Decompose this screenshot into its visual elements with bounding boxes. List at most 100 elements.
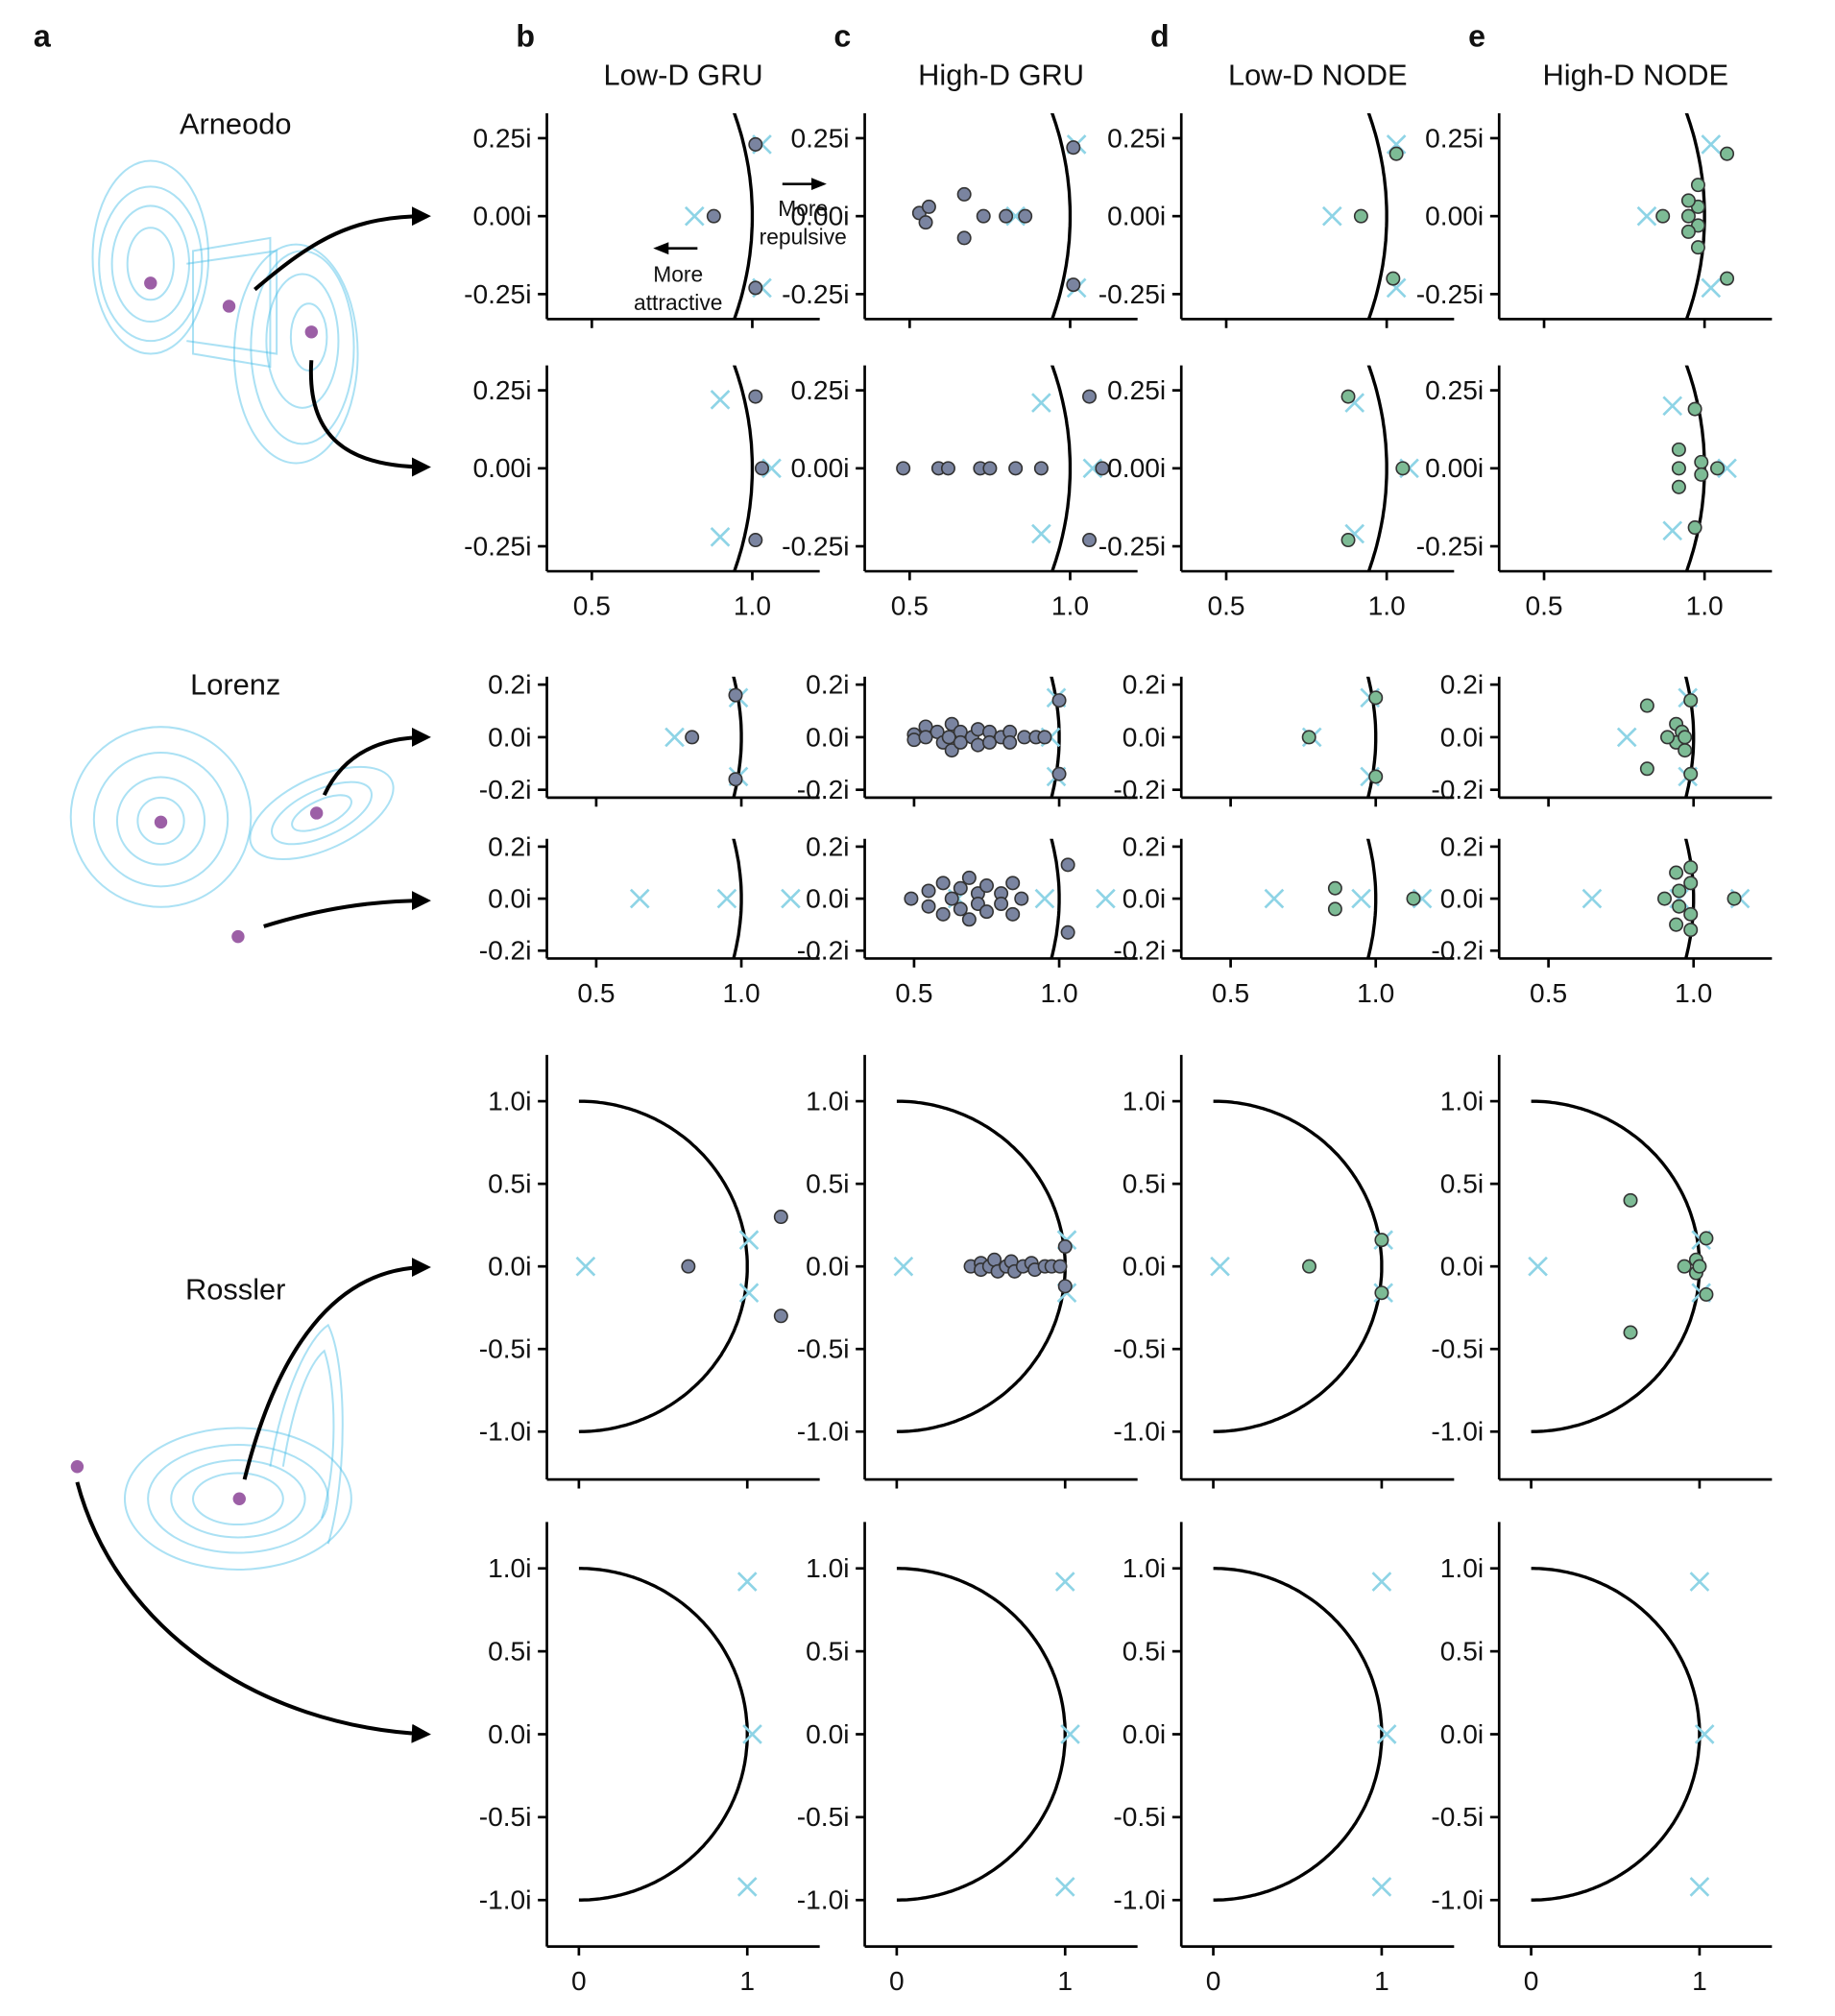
model-eigenvalue (1690, 178, 1705, 193)
model-eigenvalue (1677, 1259, 1692, 1274)
y-tick-label: 0.25i (790, 123, 849, 153)
model-eigenvalue (1406, 891, 1421, 906)
y-tick-label: 0.2i (488, 831, 531, 861)
model-eigenvalue (1014, 891, 1029, 906)
model-eigenvalue (1302, 1259, 1317, 1274)
unit-circle (732, 676, 743, 798)
column-title: High-D GRU (918, 58, 1084, 91)
unit-circle (1531, 1567, 1702, 1902)
y-tick-label: 0.00i (472, 453, 531, 483)
y-tick-label: -0.5i (797, 1802, 850, 1832)
model-eigenvalue (706, 208, 721, 224)
true-eigenvalue (710, 390, 731, 410)
y-tick-label: 0.2i (1123, 831, 1166, 861)
column-title: Low-D GRU (604, 58, 763, 91)
unit-circle (732, 365, 755, 572)
x-tick-label: 0 (1524, 1966, 1539, 1996)
model-eigenvalue (728, 687, 743, 703)
model-eigenvalue (999, 208, 1014, 224)
model-eigenvalue (1301, 730, 1316, 745)
x-tick-label: 1 (1057, 1966, 1073, 1996)
x-tick-label: 0.5 (573, 591, 611, 621)
y-tick-label: -0.25i (1099, 531, 1166, 561)
y-tick-label: 0.0i (1123, 722, 1166, 752)
model-eigenvalue (1678, 743, 1693, 758)
x-tick-label: 1.0 (1041, 978, 1078, 1008)
model-eigenvalue (953, 901, 968, 917)
model-eigenvalue (748, 533, 763, 548)
model-eigenvalue (1353, 208, 1368, 224)
model-eigenvalue (1368, 769, 1384, 784)
true-eigenvalue (893, 1256, 914, 1277)
attractor-name: Rossler (185, 1273, 285, 1307)
x-tick-label: 1.0 (1357, 978, 1394, 1008)
x-tick-label: 0.5 (1530, 978, 1567, 1008)
model-eigenvalue (1051, 766, 1067, 781)
true-eigenvalue (1528, 1256, 1548, 1277)
x-tick-label: 1.0 (1051, 591, 1089, 621)
model-eigenvalue (1623, 1325, 1638, 1340)
y-tick-label: -1.0i (1431, 1885, 1484, 1915)
model-eigenvalue (970, 737, 985, 753)
y-tick-label: -1.0i (1113, 1417, 1166, 1447)
true-eigenvalue (684, 205, 705, 227)
lorenz-attractor (69, 726, 395, 908)
model-eigenvalue (944, 891, 959, 906)
y-tick-label: 0.0i (806, 1252, 849, 1282)
model-eigenvalue (1368, 690, 1384, 706)
annotation: attractive (634, 290, 722, 315)
x-tick-label: 1.0 (1686, 591, 1724, 621)
y-tick-label: -0.25i (464, 531, 531, 561)
true-eigenvalue (1689, 1572, 1710, 1592)
model-eigenvalue (773, 1308, 788, 1324)
true-eigenvalue (1351, 888, 1371, 909)
y-tick-label: 0.0i (1440, 1252, 1484, 1282)
y-tick-label: 0.0i (1123, 1252, 1166, 1282)
model-eigenvalue (935, 876, 951, 891)
y-tick-label: -0.25i (1099, 279, 1166, 309)
model-eigenvalue (1639, 761, 1654, 777)
y-tick-label: 0.25i (1107, 375, 1166, 405)
model-eigenvalue (1082, 389, 1098, 404)
y-tick-label: 1.0i (488, 1086, 531, 1116)
model-eigenvalue (1683, 876, 1699, 891)
x-tick-label: 0.5 (1207, 591, 1244, 621)
model-eigenvalue (944, 743, 959, 758)
true-eigenvalue (1371, 1572, 1392, 1592)
model-eigenvalue (1066, 140, 1081, 156)
y-tick-label: -1.0i (797, 1417, 850, 1447)
model-eigenvalue (773, 1210, 788, 1225)
model-eigenvalue (1374, 1285, 1389, 1301)
x-tick-label: 0 (889, 1966, 905, 1996)
model-eigenvalue (1660, 730, 1676, 745)
model-eigenvalue (1678, 730, 1693, 745)
x-tick-label: 1 (1692, 1966, 1707, 1996)
model-eigenvalue (1057, 1279, 1073, 1294)
y-tick-label: -0.5i (1113, 1802, 1166, 1832)
true-eigenvalue (1034, 888, 1055, 909)
model-eigenvalue (978, 904, 994, 920)
model-eigenvalue (748, 280, 763, 296)
annotation: More (778, 196, 828, 221)
model-eigenvalue (1008, 461, 1024, 476)
model-eigenvalue (961, 870, 977, 885)
y-tick-label: -0.5i (479, 1334, 532, 1364)
model-eigenvalue (1690, 240, 1705, 255)
model-eigenvalue (1060, 924, 1075, 940)
y-tick-label: 1.0i (806, 1553, 849, 1583)
annotation: repulsive (760, 225, 847, 250)
true-eigenvalue (629, 888, 650, 909)
model-eigenvalue (994, 897, 1009, 912)
true-eigenvalue (1636, 205, 1657, 227)
unit-circle (1365, 838, 1378, 959)
attractor-name: Arneodo (180, 107, 292, 140)
model-eigenvalue (1671, 461, 1686, 476)
y-tick-label: 0.00i (1425, 202, 1484, 231)
true-eigenvalue (575, 1256, 596, 1277)
model-eigenvalue (944, 716, 959, 732)
x-tick-label: 1.0 (734, 591, 771, 621)
model-eigenvalue (1683, 766, 1699, 781)
y-tick-label: 0.5i (1123, 1636, 1166, 1666)
true-eigenvalue (1662, 520, 1683, 541)
true-eigenvalue (1701, 134, 1722, 155)
